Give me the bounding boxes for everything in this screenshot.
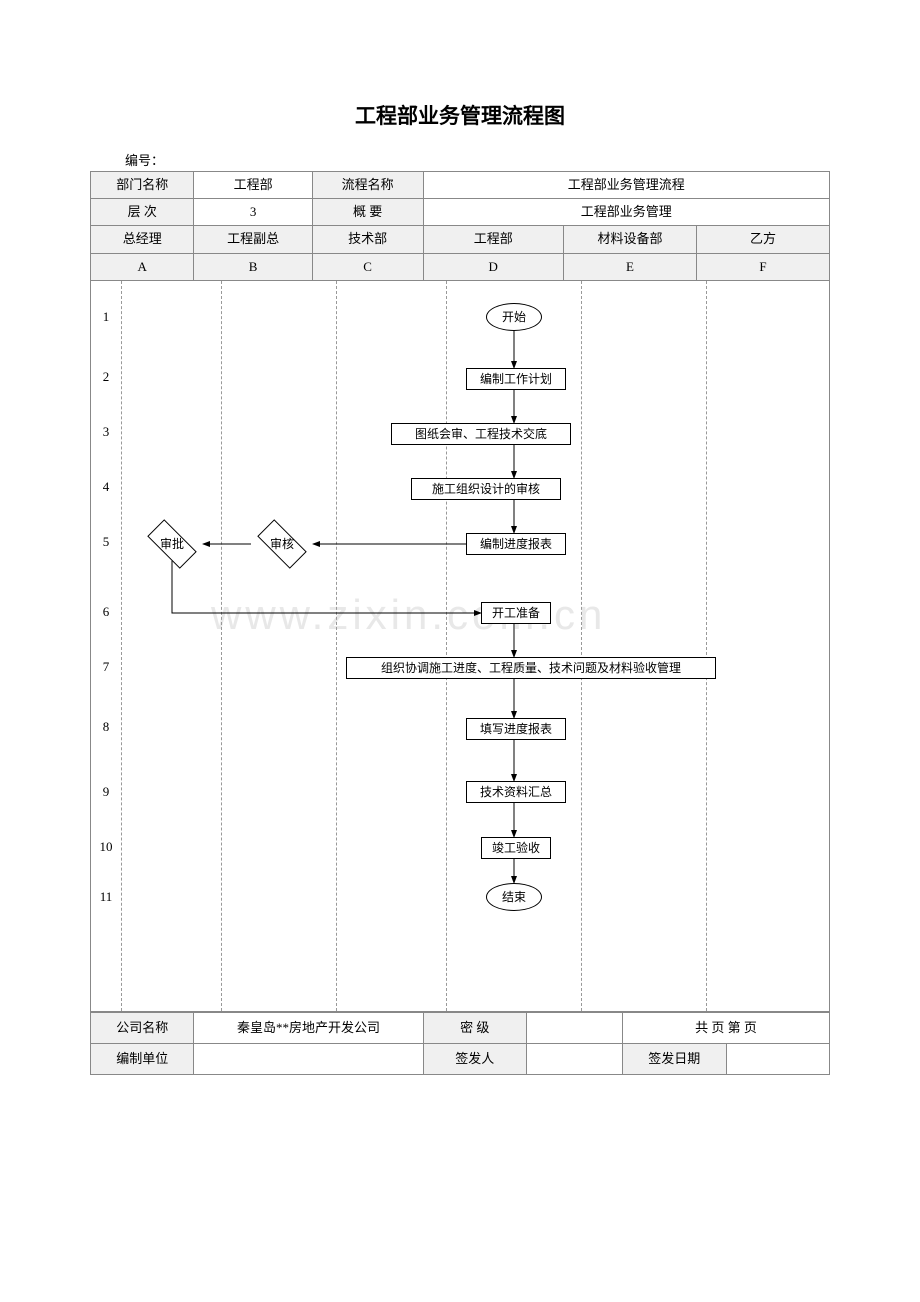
grid-divider bbox=[446, 281, 447, 1011]
row-number: 11 bbox=[91, 889, 121, 905]
hdr-r4c3: C bbox=[363, 259, 372, 274]
flow-node-n8: 填写进度报表 bbox=[466, 718, 566, 740]
row-number: 10 bbox=[91, 839, 121, 855]
grid-divider bbox=[336, 281, 337, 1011]
flow-node-start: 开始 bbox=[486, 303, 542, 331]
hdr-r1c2: 工程部 bbox=[234, 177, 273, 192]
hdr-r2c1: 层 次 bbox=[128, 204, 157, 219]
hdr-r4c4: D bbox=[489, 259, 498, 274]
hdr-r3c2: 工程副总 bbox=[227, 231, 279, 246]
flow-node-n4: 施工组织设计的审核 bbox=[411, 478, 561, 500]
row-number: 1 bbox=[91, 309, 121, 325]
hdr-r2c4: 工程部业务管理 bbox=[581, 204, 672, 219]
row-number: 2 bbox=[91, 369, 121, 385]
ftr-r1c3: 密 级 bbox=[460, 1020, 489, 1035]
hdr-r4c5: E bbox=[626, 259, 634, 274]
ftr-r1c1: 公司名称 bbox=[116, 1020, 168, 1035]
grid-divider bbox=[221, 281, 222, 1011]
hdr-r4c1: A bbox=[138, 259, 147, 274]
flow-node-n5: 编制进度报表 bbox=[466, 533, 566, 555]
hdr-r3c1: 总经理 bbox=[123, 231, 162, 246]
row-number: 5 bbox=[91, 534, 121, 550]
header-table: 部门名称 工程部 流程名称 工程部业务管理流程 层 次 3 概 要 工程部业务管… bbox=[90, 171, 830, 281]
flow-node-n7: 组织协调施工进度、工程质量、技术问题及材料验收管理 bbox=[346, 657, 716, 679]
hdr-r3c5: 材料设备部 bbox=[597, 231, 662, 246]
hdr-r1c3: 流程名称 bbox=[342, 177, 394, 192]
ftr-r2c1: 编制单位 bbox=[116, 1051, 168, 1066]
hdr-r3c6: 乙方 bbox=[750, 231, 776, 246]
flowchart-area: www.zixin.com.cn 1234567891011开始编制工作计划图纸… bbox=[90, 281, 830, 1012]
hdr-r4c6: F bbox=[759, 259, 766, 274]
flow-node-n9: 技术资料汇总 bbox=[466, 781, 566, 803]
flow-node-approve: 审批 bbox=[141, 528, 203, 560]
flow-node-n6: 开工准备 bbox=[481, 602, 551, 624]
footer-table: 公司名称 秦皇岛**房地产开发公司 密 级 共 页 第 页 编制单位 签发人 签… bbox=[90, 1012, 830, 1075]
hdr-r2c2: 3 bbox=[250, 204, 257, 219]
arrows-layer bbox=[91, 281, 829, 1011]
hdr-r1c1: 部门名称 bbox=[116, 177, 168, 192]
row-number: 4 bbox=[91, 479, 121, 495]
grid-divider bbox=[581, 281, 582, 1011]
grid-divider bbox=[121, 281, 122, 1011]
hdr-r3c3: 技术部 bbox=[348, 231, 387, 246]
page-title: 工程部业务管理流程图 bbox=[90, 100, 830, 130]
flow-node-n10: 竣工验收 bbox=[481, 837, 551, 859]
row-number: 9 bbox=[91, 784, 121, 800]
row-number: 8 bbox=[91, 719, 121, 735]
ftr-r1c2: 秦皇岛**房地产开发公司 bbox=[237, 1020, 380, 1035]
hdr-r4c2: B bbox=[249, 259, 258, 274]
flow-node-n3: 图纸会审、工程技术交底 bbox=[391, 423, 571, 445]
hdr-r1c4: 工程部业务管理流程 bbox=[568, 177, 685, 192]
doc-id-label: 编号： bbox=[125, 150, 830, 169]
flow-node-end: 结束 bbox=[486, 883, 542, 911]
row-number: 3 bbox=[91, 424, 121, 440]
ftr-r1c5: 共 页 第 页 bbox=[695, 1020, 757, 1035]
row-number: 6 bbox=[91, 604, 121, 620]
row-number: 7 bbox=[91, 659, 121, 675]
flow-node-audit: 审核 bbox=[251, 528, 313, 560]
hdr-r3c4: 工程部 bbox=[474, 231, 513, 246]
grid-divider bbox=[706, 281, 707, 1011]
ftr-r2c3: 签发人 bbox=[455, 1051, 494, 1066]
flow-node-n2: 编制工作计划 bbox=[466, 368, 566, 390]
ftr-r2c5: 签发日期 bbox=[648, 1051, 700, 1066]
hdr-r2c3: 概 要 bbox=[353, 204, 382, 219]
